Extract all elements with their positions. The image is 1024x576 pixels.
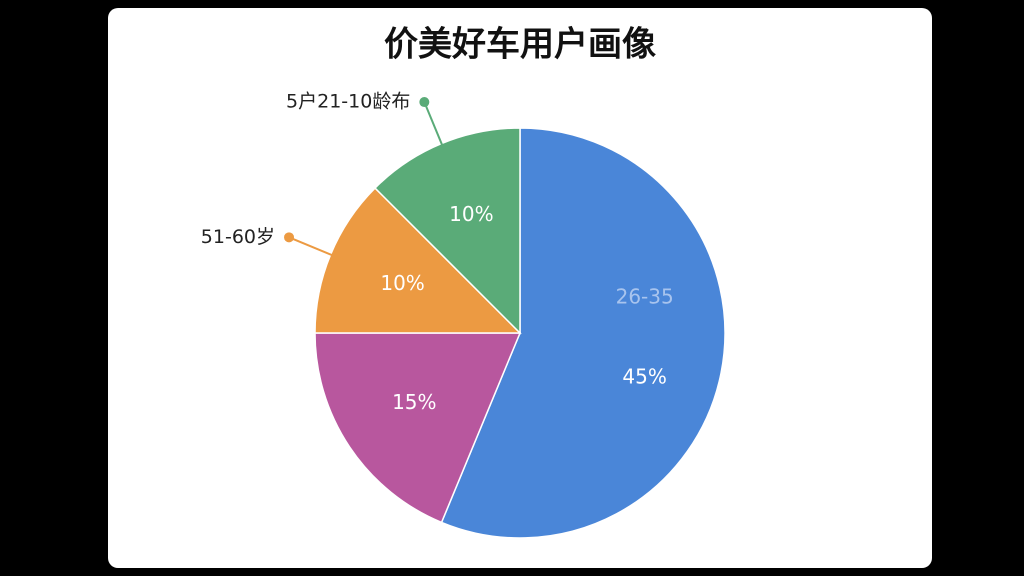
value-label: 45% — [622, 364, 666, 388]
pie-slice — [440, 127, 726, 539]
value-label: 15% — [392, 390, 436, 414]
category-label: 5户21-10龄布 — [286, 91, 410, 113]
leader-line — [423, 101, 455, 173]
leader-dot — [284, 232, 295, 243]
category-label: 26-35 — [616, 284, 674, 308]
chart-title: 价美好车用户画像 — [384, 25, 656, 65]
category-label: 51-60岁 — [201, 226, 275, 248]
pie-slice — [314, 332, 522, 524]
leader-dot — [419, 97, 430, 108]
leader-line — [288, 236, 360, 268]
value-label: 10% — [449, 202, 493, 226]
value-label: 10% — [380, 271, 424, 295]
